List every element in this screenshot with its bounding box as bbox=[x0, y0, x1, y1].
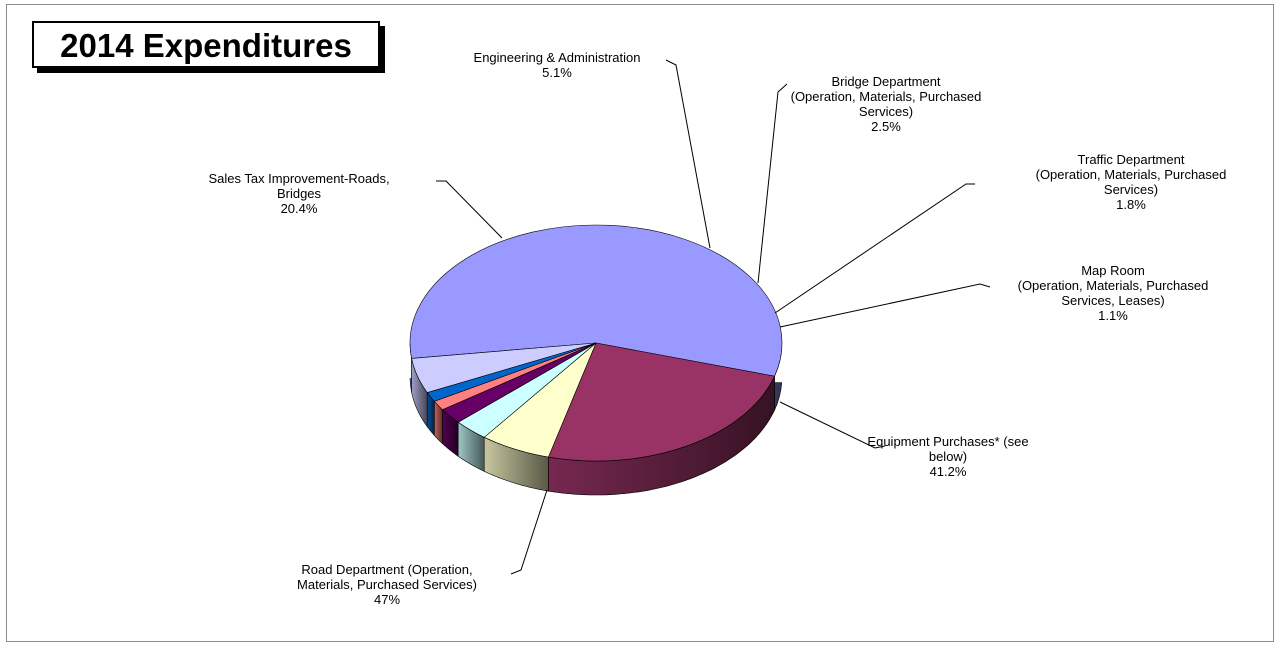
pie-top-faces bbox=[409, 224, 783, 462]
slice-value-label: 1.1% bbox=[1098, 308, 1128, 323]
chart-title-box: 2014 Expenditures bbox=[32, 21, 380, 68]
pie-labels: Road Department (Operation,Materials, Pu… bbox=[208, 50, 1226, 607]
slice-category-label: Equipment Purchases* (see bbox=[867, 434, 1028, 449]
slice-category-label: (Operation, Materials, Purchased bbox=[1018, 278, 1209, 293]
slice-category-label: Services) bbox=[1104, 182, 1158, 197]
leader-line bbox=[779, 401, 886, 449]
leader-line bbox=[774, 183, 975, 314]
slice-category-label: Materials, Purchased Services) bbox=[297, 577, 477, 592]
leader-line bbox=[779, 283, 991, 328]
slice-category-label: Bridge Department bbox=[831, 74, 940, 89]
pie-slice bbox=[409, 224, 783, 377]
slice-category-label: below) bbox=[929, 449, 967, 464]
slice-category-label: Engineering & Administration bbox=[474, 50, 641, 65]
slice-value-label: 41.2% bbox=[930, 464, 967, 479]
slice-category-label: Services, Leases) bbox=[1061, 293, 1164, 308]
pie-slice bbox=[411, 342, 597, 393]
leader-line bbox=[665, 59, 711, 249]
slice-category-label: Map Room bbox=[1081, 263, 1145, 278]
slice-category-label: Road Department (Operation, bbox=[301, 562, 472, 577]
leader-line bbox=[436, 180, 503, 239]
slice-category-label: Services) bbox=[859, 104, 913, 119]
slice-value-label: 2.5% bbox=[871, 119, 901, 134]
slice-category-label: (Operation, Materials, Purchased bbox=[1036, 167, 1227, 182]
leader-line bbox=[757, 83, 788, 284]
slice-value-label: 5.1% bbox=[542, 65, 572, 80]
pie-slice bbox=[547, 342, 775, 462]
slice-value-label: 20.4% bbox=[281, 201, 318, 216]
slice-category-label: Sales Tax Improvement-Roads, bbox=[208, 171, 389, 186]
slice-category-label: Traffic Department bbox=[1078, 152, 1185, 167]
slice-category-label: (Operation, Materials, Purchased bbox=[791, 89, 982, 104]
slice-category-label: Bridges bbox=[277, 186, 322, 201]
chart-title: 2014 Expenditures bbox=[60, 27, 352, 64]
leader-line bbox=[510, 489, 548, 575]
slice-value-label: 1.8% bbox=[1116, 197, 1146, 212]
slice-value-label: 47% bbox=[374, 592, 400, 607]
